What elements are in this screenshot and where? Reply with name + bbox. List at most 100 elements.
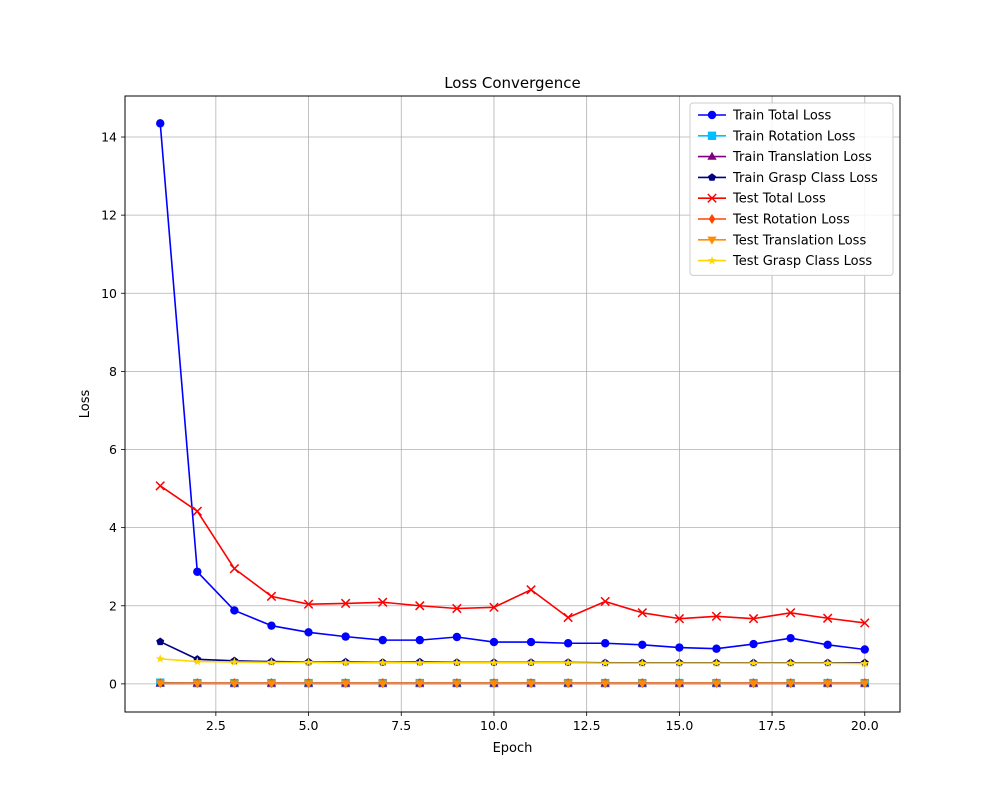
plot-frame: [124, 95, 901, 713]
y-tick-label: 2: [109, 598, 117, 613]
legend-label: Train Rotation Loss: [732, 129, 856, 144]
data-point: [749, 639, 758, 649]
data-point: [304, 657, 313, 667]
data-point: [378, 658, 388, 667]
data-point: [229, 563, 240, 574]
data-point: [526, 585, 536, 595]
series-line: [160, 658, 865, 665]
data-point: [674, 658, 684, 667]
legend-entry: Test Rotation Loss: [698, 213, 850, 228]
x-axis-label: Epoch: [493, 741, 533, 756]
y-axis-label: Loss: [78, 390, 93, 419]
data-point: [452, 603, 462, 614]
legend-marker: [707, 151, 717, 160]
data-point: [156, 637, 165, 646]
data-point: [823, 658, 833, 667]
data-point: [748, 680, 759, 689]
ticks: 2.5 5.0 7.5 10.0 12.5 15.0 17.5 20.0 0 2 4 6 8 10 12 14: [101, 130, 879, 733]
data-point: [340, 598, 351, 609]
legend-label: Train Total Loss: [732, 109, 832, 124]
data-point: [415, 680, 425, 689]
legend-entry: Train Grasp Class Loss: [698, 171, 878, 186]
series-4: [155, 481, 870, 628]
series-layer: [155, 119, 870, 689]
y-tick-label: 12: [101, 208, 117, 223]
data-point: [156, 119, 165, 128]
data-point: [526, 658, 536, 667]
data-point: [563, 658, 573, 667]
x-tick-label: 15.0: [665, 718, 693, 733]
data-point: [303, 599, 314, 609]
legend-label: Test Translation Loss: [732, 233, 866, 248]
data-point: [638, 640, 647, 650]
chart-title: Loss Convergence: [444, 74, 581, 92]
legend-marker: [707, 236, 717, 245]
legend-label: Test Rotation Loss: [732, 213, 850, 228]
x-tick-label: 20.0: [851, 718, 879, 733]
data-point: [748, 613, 759, 624]
data-point: [378, 635, 387, 645]
y-tick-label: 14: [101, 130, 117, 145]
data-point: [266, 680, 277, 689]
data-point: [341, 680, 351, 689]
x-tick-label: 5.0: [299, 718, 319, 733]
data-point: [563, 639, 573, 648]
data-point: [230, 657, 239, 666]
data-point: [749, 658, 758, 667]
data-point: [341, 632, 350, 641]
data-point: [860, 658, 870, 668]
data-point: [155, 654, 165, 663]
data-point: [489, 658, 499, 667]
data-point: [601, 639, 610, 648]
legend-marker: [707, 131, 717, 140]
y-tick-label: 10: [101, 286, 117, 301]
legend-entry: Test Grasp Class Loss: [698, 254, 872, 269]
y-tick-label: 0: [109, 676, 117, 691]
legend-entry: Train Translation Loss: [698, 150, 872, 165]
x-tick-label: 7.5: [391, 718, 411, 733]
series-0: [156, 119, 869, 654]
y-tick-label: 4: [109, 520, 117, 535]
data-point: [415, 601, 425, 611]
data-point: [267, 657, 276, 667]
data-point: [415, 658, 425, 667]
data-point: [563, 680, 573, 689]
series-line: [159, 485, 865, 624]
data-point: [786, 633, 795, 643]
data-point: [526, 680, 536, 689]
data-point: [489, 680, 499, 689]
x-tick-label: 12.5: [573, 718, 601, 733]
data-point: [377, 597, 388, 607]
data-point: [822, 613, 833, 623]
legend-label: Test Total Loss: [732, 192, 826, 207]
data-point: [712, 658, 721, 667]
data-point: [192, 506, 203, 516]
data-point: [860, 618, 870, 628]
data-point: [712, 644, 721, 653]
data-point: [304, 628, 313, 637]
data-point: [675, 643, 684, 652]
data-point: [415, 635, 424, 645]
data-point: [637, 658, 647, 667]
data-point: [711, 680, 722, 689]
data-point: [303, 680, 314, 689]
data-point: [600, 596, 610, 607]
data-point: [452, 632, 462, 642]
x-tick-label: 17.5: [758, 718, 786, 733]
legend: Train Total Loss Train Rotation Loss Train…: [689, 102, 894, 276]
data-point: [192, 656, 202, 666]
data-point: [600, 680, 610, 689]
data-point: [674, 680, 684, 689]
data-point: [786, 658, 795, 667]
data-point: [230, 606, 239, 615]
legend-marker: [708, 173, 716, 181]
data-point: [563, 612, 573, 623]
data-point: [155, 481, 165, 491]
legend-box: [689, 102, 894, 276]
data-point: [489, 637, 499, 647]
legend-label: Test Grasp Class Loss: [732, 254, 872, 269]
series-line: [159, 123, 865, 651]
data-point: [267, 621, 276, 630]
legend-marker: [708, 213, 716, 225]
data-point: [452, 680, 462, 689]
